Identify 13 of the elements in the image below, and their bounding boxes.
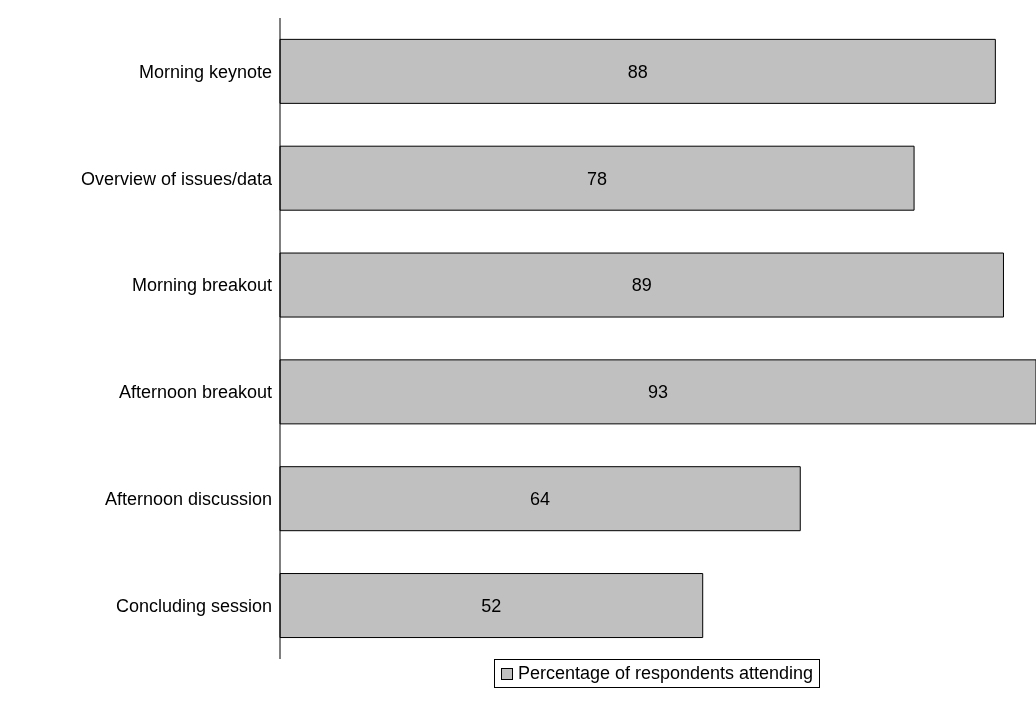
data-label: 88 bbox=[627, 61, 648, 82]
legend-label: Percentage of respondents attending bbox=[517, 663, 814, 684]
data-label: 78 bbox=[587, 168, 608, 189]
data-label: 52 bbox=[481, 595, 502, 616]
data-label: 93 bbox=[647, 382, 669, 403]
y-tick-label: Morning keynote bbox=[138, 61, 272, 82]
data-label: 89 bbox=[631, 275, 652, 296]
data-label: 64 bbox=[530, 489, 551, 510]
y-tick-label: Concluding session bbox=[115, 595, 272, 616]
y-tick-label: Morning breakout bbox=[131, 275, 272, 296]
y-tick-label: Afternoon breakout bbox=[118, 382, 272, 403]
y-tick-label: Afternoon discussion bbox=[104, 489, 272, 510]
y-tick-label: Overview of issues/data bbox=[80, 168, 273, 189]
